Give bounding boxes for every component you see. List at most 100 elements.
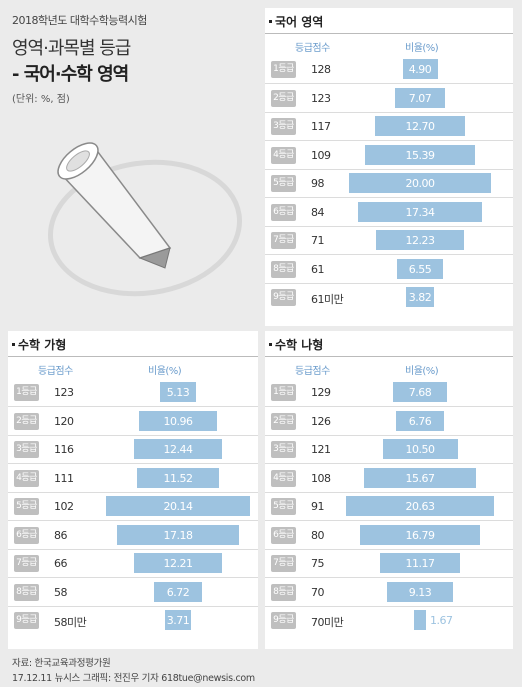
column-header-rate: 비율(%) [405, 366, 439, 377]
panel-title: 국어 영역 [275, 15, 324, 29]
grade-badge: 2등급 [14, 412, 39, 430]
row-divider [8, 463, 258, 464]
page-title-line1: 영역·과목별 등급 [12, 38, 131, 59]
table-row: 5등급 98 20.00 [265, 170, 513, 198]
bullet-icon [12, 343, 15, 346]
grade-badge: 3등급 [14, 441, 39, 458]
grade-badge: 8등급 [271, 260, 296, 278]
grade-score: 71 [311, 234, 325, 247]
bar [159, 382, 197, 402]
grade-score: 116 [54, 443, 74, 456]
table-row: 9등급 61미만 3.82 [265, 284, 513, 312]
panel-title: 수학 가형 [18, 338, 67, 352]
bar [402, 59, 438, 79]
bar [414, 610, 426, 630]
grade-badge: 1등급 [271, 384, 296, 401]
grade-score: 102 [54, 500, 74, 513]
bar [348, 173, 492, 193]
row-divider [265, 83, 513, 84]
row-divider [8, 577, 258, 578]
bar-value-label: 5.13 [166, 386, 190, 399]
table-row: 2등급 123 7.07 [265, 85, 513, 113]
row-divider [265, 605, 513, 607]
bar-value-label: 10.50 [405, 443, 436, 456]
bar-value-label: 6.72 [166, 585, 190, 599]
row-divider [265, 282, 513, 284]
row-divider [8, 434, 258, 436]
table-row: 2등급 126 6.76 [265, 408, 513, 436]
grade-score: 61미만 [311, 293, 344, 306]
bar [134, 553, 222, 573]
bar [136, 467, 220, 488]
bullet-icon [269, 20, 272, 23]
panel-title: 수학 나형 [275, 338, 324, 352]
grade-badge: 6등급 [271, 526, 296, 544]
bar-value-label: 15.39 [405, 148, 435, 162]
grade-badge: 5등급 [271, 175, 296, 192]
table-row: 7등급 71 12.23 [265, 227, 513, 255]
bar-value-label: 7.07 [408, 91, 432, 105]
table-row: 1등급 123 5.13 [8, 379, 258, 407]
grade-badge: 9등급 [14, 612, 39, 629]
grade-score: 70미만 [311, 616, 344, 629]
row-divider [265, 491, 513, 493]
bar-value-label: 11.52 [163, 471, 193, 485]
row-divider [8, 605, 258, 607]
table-row: 7등급 75 11.17 [265, 550, 513, 578]
table-row: 6등급 80 16.79 [265, 522, 513, 550]
grade-score: 121 [311, 443, 331, 456]
source-note: 자료: 한국교육과정평가원 [12, 658, 111, 669]
row-divider [8, 491, 258, 493]
grade-badge: 8등급 [271, 583, 296, 601]
grade-score: 75 [311, 557, 325, 570]
bar [394, 87, 446, 108]
grade-badge: 6등급 [271, 203, 296, 221]
row-divider [265, 168, 513, 170]
unit-label: (단위: %, 점) [12, 94, 70, 105]
bar [406, 287, 434, 307]
panel-divider [8, 356, 258, 357]
bar [376, 230, 464, 250]
grade-score: 123 [311, 91, 331, 105]
bar-value-label: 12.70 [405, 120, 435, 133]
panel-divider [265, 356, 513, 357]
table-row: 4등급 108 15.67 [265, 465, 513, 493]
bar-value-label: 17.34 [405, 205, 435, 219]
table-row: 3등급 117 12.70 [265, 113, 513, 141]
grade-score: 128 [311, 63, 331, 76]
bar [133, 439, 223, 459]
grade-badge: 2등급 [271, 89, 296, 107]
table-row: 4등급 111 11.52 [8, 465, 258, 493]
table-row: 9등급 70미만 1.67 [265, 607, 513, 635]
header-top-label: 2018학년도 대학수학능력시험 [12, 14, 147, 27]
panel-math-na: 수학 나형 등급점수 비율(%) 1등급 129 7.68 2등급 126 6.76 3등급 121… [265, 331, 513, 649]
credit-note: 17.12.11 뉴시스 그래픽: 전진우 기자 618tue@newsis.c… [12, 673, 255, 684]
panel-korean: 국어 영역 등급점수 비율(%) 1등급 128 4.90 2등급 123 7.07 3등급 117… [265, 8, 513, 326]
table-row: 6등급 84 17.34 [265, 199, 513, 227]
table-row: 1등급 129 7.68 [265, 379, 513, 407]
column-header-score: 등급점수 [38, 366, 73, 377]
table-row: 8등급 58 6.72 [8, 579, 258, 607]
grade-score: 98 [311, 177, 325, 190]
panel-math-ga: 수학 가형 등급점수 비율(%) 1등급 123 5.13 2등급 120 10.96 3등급 11… [8, 331, 258, 649]
bar [395, 410, 445, 431]
table-row: 8등급 70 9.13 [265, 579, 513, 607]
bar-value-label: 12.21 [163, 557, 193, 570]
bar [116, 524, 240, 545]
grade-badge: 7등급 [271, 555, 296, 572]
bar [382, 439, 458, 459]
grade-score: 80 [311, 528, 325, 542]
grade-score: 108 [311, 471, 331, 485]
bar [154, 581, 202, 602]
grade-score: 58 [54, 585, 68, 599]
row-divider [265, 520, 513, 521]
row-divider [8, 520, 258, 521]
bar [358, 201, 482, 222]
row-divider [265, 434, 513, 436]
bar [164, 610, 192, 630]
column-header-score: 등급점수 [295, 366, 330, 377]
table-row: 2등급 120 10.96 [8, 408, 258, 436]
bar-value-label: 4.90 [408, 63, 432, 76]
page-title-line2: - 국어·수학 영역 [12, 64, 129, 85]
bar-value-label: 9.13 [408, 585, 432, 599]
